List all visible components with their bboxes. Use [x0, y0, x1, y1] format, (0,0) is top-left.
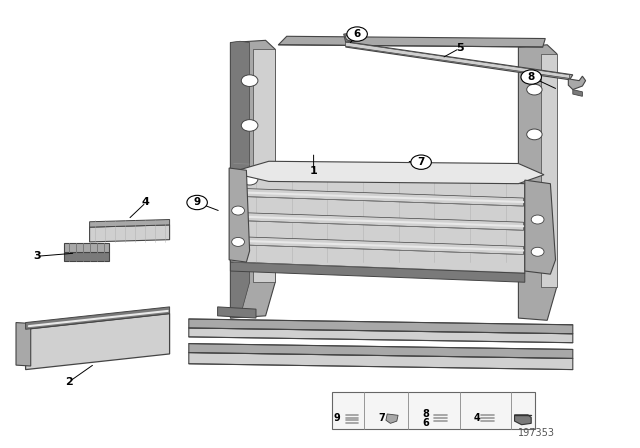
Polygon shape	[518, 45, 557, 320]
Polygon shape	[386, 414, 398, 423]
Circle shape	[521, 70, 541, 84]
Polygon shape	[278, 36, 545, 47]
Text: 4: 4	[474, 413, 480, 422]
Text: 6: 6	[422, 418, 429, 428]
Text: 8: 8	[527, 72, 535, 82]
Polygon shape	[218, 307, 256, 318]
Circle shape	[531, 247, 544, 256]
Circle shape	[232, 237, 244, 246]
Polygon shape	[541, 54, 557, 287]
Text: 3: 3	[33, 251, 41, 261]
Text: 6: 6	[353, 29, 361, 39]
Bar	[332, 392, 535, 429]
Polygon shape	[346, 42, 570, 78]
Polygon shape	[64, 243, 109, 252]
Text: 9: 9	[193, 198, 201, 207]
Text: 4: 4	[142, 198, 150, 207]
Polygon shape	[234, 188, 524, 206]
Polygon shape	[344, 32, 362, 42]
Polygon shape	[16, 323, 31, 366]
Text: 2: 2	[65, 377, 73, 387]
Text: 9: 9	[334, 413, 340, 422]
Polygon shape	[573, 90, 582, 96]
Text: 7: 7	[417, 157, 425, 167]
Circle shape	[347, 27, 367, 41]
Text: 1: 1	[310, 166, 317, 176]
Text: 7: 7	[378, 413, 385, 422]
Polygon shape	[90, 225, 170, 242]
Polygon shape	[253, 49, 275, 282]
Circle shape	[232, 206, 244, 215]
Circle shape	[531, 215, 544, 224]
Polygon shape	[568, 76, 586, 90]
Circle shape	[411, 155, 431, 169]
Polygon shape	[230, 262, 525, 282]
Circle shape	[527, 129, 542, 140]
Text: 197353: 197353	[518, 428, 555, 438]
Polygon shape	[230, 161, 544, 184]
Text: 5: 5	[456, 43, 463, 53]
Polygon shape	[26, 307, 170, 329]
Polygon shape	[26, 314, 170, 370]
Polygon shape	[515, 415, 531, 425]
Circle shape	[527, 183, 542, 194]
Polygon shape	[234, 237, 524, 254]
Polygon shape	[230, 40, 275, 318]
Circle shape	[241, 120, 258, 131]
Text: 8: 8	[422, 409, 429, 419]
Polygon shape	[229, 168, 250, 262]
Polygon shape	[525, 180, 556, 274]
Polygon shape	[189, 353, 573, 370]
Polygon shape	[189, 319, 573, 334]
Circle shape	[241, 173, 258, 185]
Circle shape	[527, 84, 542, 95]
Circle shape	[346, 34, 356, 41]
Polygon shape	[189, 344, 573, 358]
Polygon shape	[90, 220, 170, 227]
Polygon shape	[346, 42, 573, 80]
Polygon shape	[230, 172, 525, 273]
Polygon shape	[230, 41, 250, 318]
Circle shape	[241, 75, 258, 86]
Polygon shape	[189, 328, 573, 343]
Circle shape	[187, 195, 207, 210]
Polygon shape	[64, 252, 109, 261]
Polygon shape	[234, 212, 524, 230]
